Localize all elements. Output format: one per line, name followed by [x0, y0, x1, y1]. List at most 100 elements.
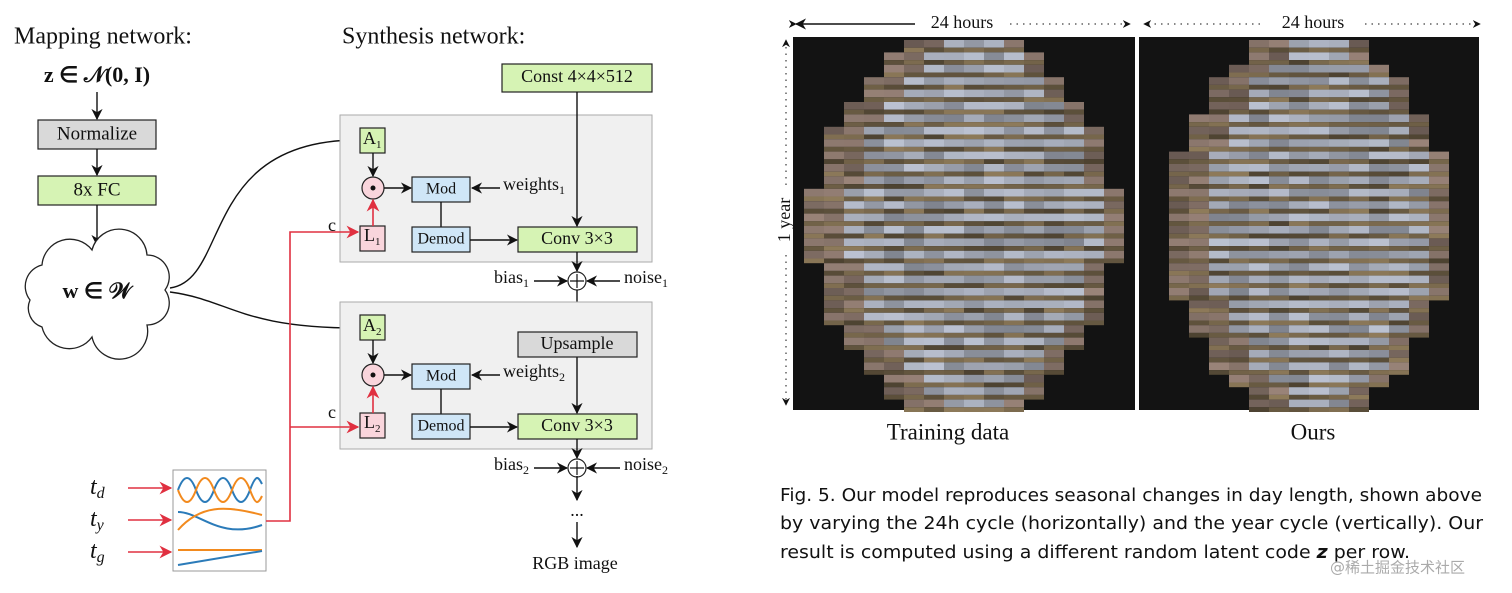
tile-ground [1329, 97, 1349, 102]
tile-sky [1289, 102, 1309, 110]
tile-ground [1289, 84, 1309, 90]
tile-sky [1024, 213, 1044, 222]
tile-sky [944, 300, 964, 309]
tile-ground [904, 308, 924, 313]
tile-sky [844, 213, 864, 222]
tile-sky [884, 238, 904, 247]
tile-ground [1189, 332, 1209, 338]
tile-ground [1329, 233, 1349, 239]
tile-ground [964, 233, 984, 239]
tile-sky [1024, 64, 1044, 73]
tile-ground [1064, 146, 1084, 152]
tile-sky [1209, 288, 1229, 296]
tile-ground [1249, 60, 1269, 65]
tile-ground [1044, 159, 1064, 164]
tile-ground [1024, 171, 1044, 177]
tile-sky [1269, 139, 1289, 147]
tile-sky [1289, 288, 1309, 296]
tile-sky [904, 139, 924, 147]
tile-sky [1189, 201, 1209, 209]
tile-ground [1329, 394, 1349, 400]
tile-ground [1084, 270, 1104, 276]
tile-ground [884, 208, 904, 214]
tile-ground [1329, 308, 1349, 313]
tile-ground [844, 159, 864, 164]
tile-ground [1389, 109, 1409, 115]
tile-ground [1289, 60, 1309, 65]
tile-sky [1309, 188, 1329, 197]
tile-sky [1309, 102, 1329, 110]
tile-ground [1389, 246, 1409, 251]
tile-sky [884, 201, 904, 209]
tile-sky [984, 188, 1004, 197]
tile-ground [844, 345, 864, 350]
tile-ground [1289, 196, 1309, 202]
tile-sky [1309, 275, 1329, 284]
tile-ground [844, 233, 864, 239]
tile-sky [1249, 213, 1269, 222]
tile-ground [964, 332, 984, 338]
tile-sky [1289, 151, 1309, 160]
tile-ground [944, 246, 964, 251]
tile-sky [1329, 52, 1349, 61]
tile-sky [1409, 213, 1429, 222]
tile-sky [864, 337, 884, 346]
weights-label-main: weights [503, 361, 559, 381]
tile-ground [1349, 146, 1369, 152]
tile-sky [904, 52, 924, 61]
tile-ground [864, 159, 884, 164]
tile-sky [1309, 238, 1329, 247]
tile-ground [924, 171, 944, 177]
tile-sky [904, 77, 924, 85]
tile-sky [1289, 263, 1309, 271]
tile-ground [1269, 270, 1289, 276]
tile-ground [904, 122, 924, 127]
tile-ground [1064, 171, 1084, 177]
tile-ground [1249, 97, 1269, 102]
tile-sky [904, 188, 924, 197]
tile-sky [1189, 213, 1209, 222]
weights-label: weights1 [503, 174, 565, 197]
tile-ground [1289, 258, 1309, 264]
tile-ground [1064, 233, 1084, 239]
tile-ground [1369, 109, 1389, 115]
bias-label-sub: 1 [523, 276, 529, 290]
tile-sky [1249, 288, 1269, 296]
tile-ground [904, 171, 924, 177]
tile-sky [1209, 77, 1229, 85]
tile-ground [804, 258, 824, 264]
tile-ground [1229, 221, 1249, 226]
tile-ground [924, 357, 944, 363]
tile-ground [1249, 47, 1269, 53]
tile-sky [1269, 64, 1289, 73]
tile-sky [964, 387, 984, 395]
tile-ground [824, 295, 844, 301]
tile-ground [1229, 84, 1249, 90]
tile-sky [1189, 226, 1209, 234]
tile-sky [1369, 176, 1389, 185]
tile-sky [884, 374, 904, 383]
tile-ground [1189, 208, 1209, 214]
tile-ground [1309, 97, 1329, 102]
header-left: 24 hours [931, 12, 994, 32]
bias-label-main: bias [494, 454, 523, 474]
tile-ground [904, 345, 924, 350]
tile-ground [1289, 283, 1309, 288]
tile-sky [1004, 312, 1024, 321]
tile-sky [924, 102, 944, 110]
noise-label-sub: 1 [662, 276, 668, 290]
tile-ground [1349, 332, 1369, 338]
tile-ground [1409, 159, 1429, 164]
tile-sky [1369, 362, 1389, 371]
tile-ground [1349, 370, 1369, 375]
tile-ground [1289, 221, 1309, 226]
tile-sky [1369, 312, 1389, 321]
tile-ground [924, 345, 944, 350]
tile-sky [1269, 362, 1289, 371]
plus [570, 274, 584, 288]
tile-sky [824, 300, 844, 309]
tile-ground [1084, 320, 1104, 326]
tile-sky [1349, 300, 1369, 309]
tile-sky [904, 89, 924, 98]
curve [177, 550, 263, 566]
